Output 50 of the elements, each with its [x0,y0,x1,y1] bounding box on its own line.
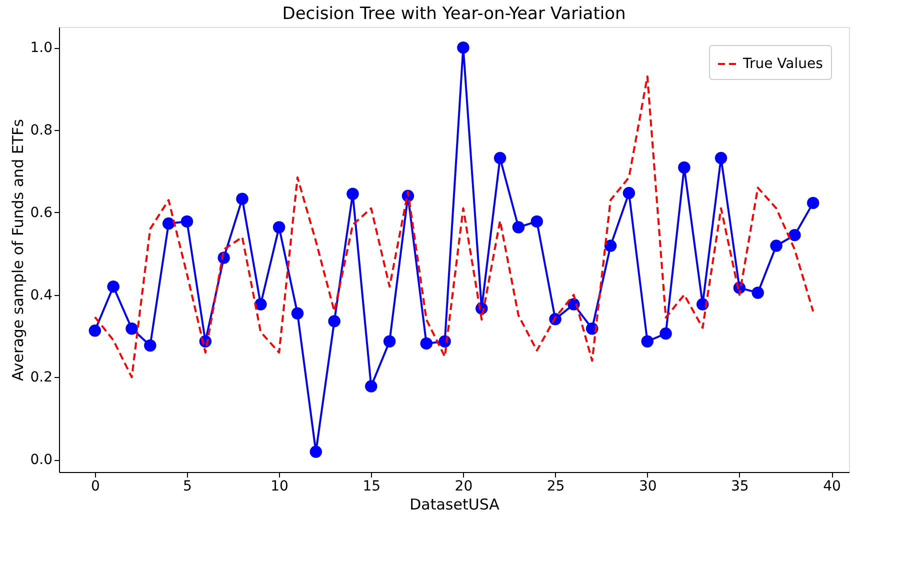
x-tick-label: 25 [546,478,565,494]
x-axis-title: DatasetUSA [410,496,500,514]
point [457,41,470,54]
y-tick-label: 0.6 [30,204,53,221]
point [806,196,820,210]
x-tick-label: 5 [183,478,192,494]
y-tick-label: 0.2 [30,370,52,386]
x-tick-label: 30 [638,478,657,494]
point [383,335,396,348]
y-tick-label: 0.4 [30,287,53,304]
x-tick-label: 20 [454,478,473,494]
point [107,280,120,293]
x-tick-label: 40 [823,478,841,494]
point [126,322,138,335]
point [494,152,506,164]
point [641,335,654,348]
point [328,315,340,328]
point [310,446,322,458]
point [272,221,286,234]
y-tick-label: 0.0 [30,452,52,468]
point [180,215,194,228]
point [144,339,156,352]
point [365,380,378,392]
point [420,337,432,350]
point [291,307,304,320]
point [660,327,672,340]
point [788,228,801,242]
point [162,217,175,230]
x-tick-label: 35 [731,478,749,494]
chart-title: Decision Tree with Year-on-Year Variation [282,4,626,24]
point [254,298,267,310]
point [88,324,102,337]
point [530,215,543,228]
point [678,161,690,174]
x-tick-label: 0 [90,478,100,494]
point [770,240,782,252]
point [752,286,764,299]
point [512,221,525,234]
line-series [94,75,814,378]
point [604,240,617,252]
point [236,192,248,205]
point [346,188,359,200]
y-tick-label: 0.8 [30,122,52,139]
point [714,152,728,164]
x-tick-label: 10 [270,478,288,494]
y-tick-label: 1.0 [30,40,52,56]
point [622,186,636,200]
y-axis-title: Average sample of Funds and ETFs [9,118,28,381]
x-tick-label: 15 [362,478,381,494]
legend-label: True Values [742,56,823,72]
